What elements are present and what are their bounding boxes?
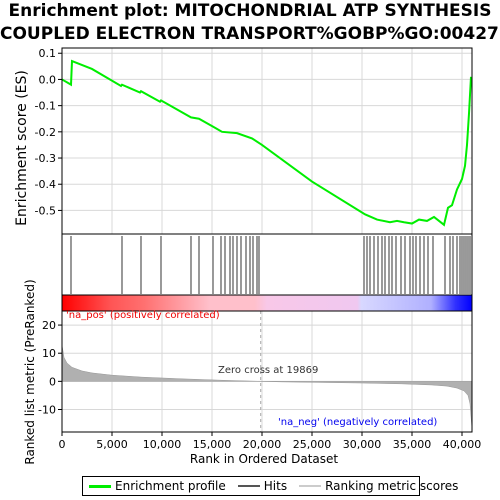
ranking-gradient: [62, 295, 472, 311]
x-tick-label: 35,000: [393, 438, 432, 451]
ranking-color-bar: [61, 294, 473, 311]
es-tick-label: -0.4: [35, 178, 56, 191]
es-tick-label: -0.2: [35, 126, 56, 139]
x-tick-label: 20,000: [243, 438, 282, 451]
legend-item-enrichment: Enrichment profile: [89, 479, 226, 493]
x-tick-label: 5,000: [96, 438, 128, 451]
es-plot-area: [62, 48, 472, 234]
hits-frame: [61, 233, 473, 296]
es-tick-label: -0.1: [35, 100, 56, 113]
es-panel: 0.1 0.0 -0.1 -0.2 -0.3 -0.4 -0.5: [35, 47, 473, 235]
legend-label-enrichment: Enrichment profile: [115, 479, 226, 493]
legend-label-ranking: Ranking metric scores: [325, 479, 459, 493]
positive-correlation-label: 'na_pos' (positively correlated): [66, 310, 220, 321]
rank-axis-label: Ranked list metric (PreRanked): [23, 279, 37, 464]
chart-title-line1: Enrichment plot: MITOCHONDRIAL ATP SYNTH…: [8, 1, 492, 21]
es-tick-label: -0.5: [35, 204, 56, 217]
rank-tick-label: -10: [38, 403, 56, 416]
legend-item-ranking: Ranking metric scores: [299, 479, 458, 493]
rank-tick-label: 10: [42, 347, 56, 360]
enrichment-profile-line: [61, 59, 472, 227]
rank-frame: [61, 310, 473, 433]
chart-title: Enrichment plot: MITOCHONDRIAL ATP SYNTH…: [0, 0, 500, 46]
rank-tick-label: 20: [42, 319, 56, 332]
legend-label-hits: Hits: [263, 479, 288, 493]
hits-panel: [61, 233, 473, 296]
x-tick-label: 25,000: [293, 438, 332, 451]
x-tick-label: 40,000: [443, 438, 482, 451]
legend-swatch-ranking: [299, 485, 322, 487]
ranking-metric-area: [61, 344, 473, 430]
x-axis-label: Rank in Ordered Dataset: [190, 452, 338, 466]
es-tick-label: 0.0: [39, 73, 57, 86]
rank-plot-area: [62, 311, 472, 432]
x-tick-label: 15,000: [193, 438, 232, 451]
legend-swatch-enrichment: [89, 484, 111, 488]
x-tick-label: 10,000: [143, 438, 182, 451]
es-tick-label: 0.1: [39, 47, 57, 60]
legend-swatch-hits: [237, 485, 260, 487]
zero-cross-label: Zero cross at 19869: [218, 365, 318, 376]
legend: Enrichment profile Hits Ranking metric s…: [82, 476, 458, 496]
x-tick-label: 30,000: [343, 438, 382, 451]
negative-correlation-label: 'na_neg' (negatively correlated): [278, 417, 437, 428]
chart-title-line2: COUPLED ELECTRON TRANSPORT%GOBP%GO:00427…: [0, 24, 500, 44]
ranked-metric-panel: 20 10 0 -10 0 5,000 10,000 15,000 20,000 25,000 30…: [38, 310, 482, 451]
es-tick-label: -0.3: [35, 152, 56, 165]
x-tick-label: 0: [59, 438, 66, 451]
rank-tick-label: 0: [49, 375, 56, 388]
legend-item-hits: Hits: [237, 479, 288, 493]
es-axis-label: Enrichment score (ES): [14, 70, 30, 226]
